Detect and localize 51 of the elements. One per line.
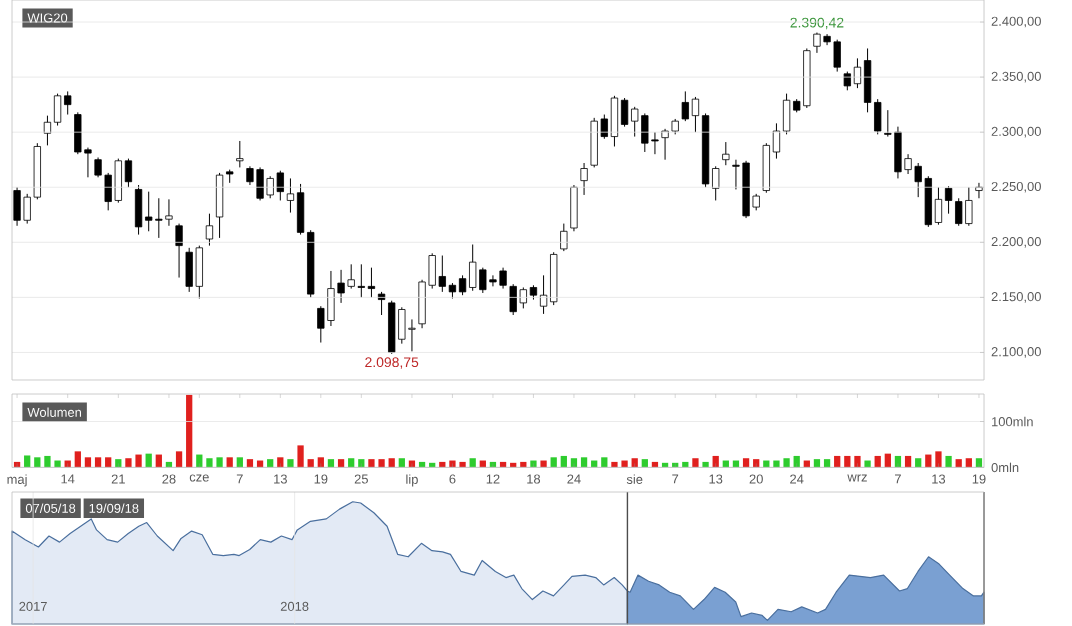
bar	[398, 458, 405, 468]
bar	[337, 459, 345, 468]
bar	[560, 455, 567, 468]
bar	[742, 458, 750, 468]
bar	[297, 445, 304, 468]
bar	[834, 455, 841, 468]
bar	[34, 457, 41, 468]
bar	[864, 460, 871, 468]
candlestick	[722, 141, 730, 166]
bar	[580, 457, 588, 468]
bar	[24, 455, 31, 468]
bar	[145, 453, 152, 468]
candlestick	[236, 140, 244, 168]
bar	[854, 455, 861, 468]
bar	[388, 458, 395, 468]
candlestick	[175, 223, 183, 279]
bar	[94, 457, 102, 468]
candlestick	[570, 184, 578, 232]
bar	[287, 459, 294, 468]
bar	[267, 459, 274, 468]
bar	[874, 455, 881, 468]
bar	[84, 457, 92, 468]
bar	[186, 394, 193, 468]
bar	[884, 453, 891, 468]
candlestick	[560, 223, 568, 252]
bar	[105, 457, 112, 468]
bar	[327, 459, 335, 468]
bar	[601, 457, 608, 468]
bar	[469, 458, 476, 468]
bar	[945, 455, 952, 468]
bar	[935, 451, 942, 468]
bar	[965, 458, 972, 468]
bar	[692, 458, 699, 468]
bar	[823, 459, 831, 468]
bar	[226, 457, 233, 468]
bar	[904, 455, 912, 468]
bar	[702, 461, 709, 468]
candlestick	[205, 213, 214, 247]
bar	[540, 460, 547, 468]
candlestick	[580, 162, 588, 196]
bar	[246, 459, 254, 468]
bar	[844, 455, 851, 468]
bar	[813, 459, 821, 468]
bar	[175, 451, 183, 468]
bar	[74, 451, 81, 468]
bar	[550, 457, 557, 468]
bar	[641, 459, 648, 468]
bar	[348, 458, 355, 468]
bar	[307, 459, 314, 468]
bar	[955, 459, 962, 468]
bar	[915, 458, 922, 468]
